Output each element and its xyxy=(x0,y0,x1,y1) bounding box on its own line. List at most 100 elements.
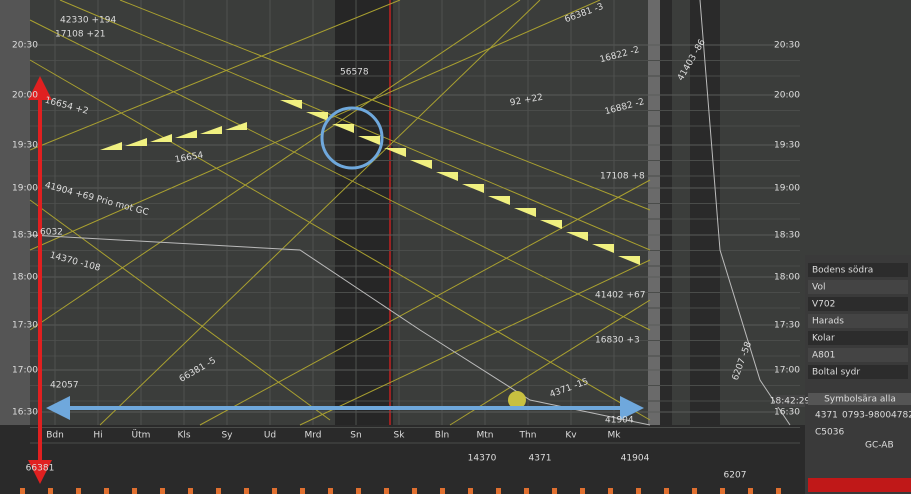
bottom-dot xyxy=(384,488,389,494)
delay-wedge xyxy=(462,184,484,193)
panel-row xyxy=(808,297,908,311)
train-label: 41904 xyxy=(605,416,634,426)
clock-box xyxy=(775,395,805,407)
clock: 18:42:29 xyxy=(770,397,811,407)
panel-row-text: Boltal sydr xyxy=(812,368,860,378)
time-label: 19:00 xyxy=(774,184,800,194)
bottom-count: 14370 xyxy=(468,454,497,464)
time-label-left: 19:00 xyxy=(12,184,38,194)
train-path xyxy=(29,59,651,421)
bottom-dot xyxy=(524,488,529,494)
bottom-count: 41904 xyxy=(621,454,650,464)
delay-wedge xyxy=(225,122,247,130)
panel-row xyxy=(808,331,908,345)
bottom-dot xyxy=(188,488,193,494)
delay-wedge xyxy=(436,172,458,181)
station-label: Mrd xyxy=(304,431,321,441)
panel-row-text: A801 xyxy=(812,351,835,361)
delay-wedge xyxy=(125,138,147,146)
panel-row-text: Vol xyxy=(812,283,825,293)
bottom-dot xyxy=(636,488,641,494)
delay-wedge xyxy=(566,232,588,241)
time-label-left: 18:30 xyxy=(12,231,38,241)
bottom-dot xyxy=(468,488,473,494)
train-path xyxy=(199,179,651,426)
bottom-dot xyxy=(692,488,697,494)
station-label: Bdn xyxy=(46,431,64,441)
delay-wedge xyxy=(410,160,432,169)
dark-band xyxy=(335,0,393,425)
left-strip xyxy=(0,0,30,494)
train-path xyxy=(29,19,651,331)
info-title: Symbolsära alla xyxy=(824,395,896,405)
bottom-dot xyxy=(104,488,109,494)
info-code: C5036 xyxy=(815,428,844,438)
bottom-dot xyxy=(20,488,25,494)
bottom-dot xyxy=(580,488,585,494)
station-label: Sn xyxy=(350,431,361,441)
delay-wedge xyxy=(488,196,510,205)
station-label: Sk xyxy=(394,431,406,441)
bottom-dot xyxy=(608,488,613,494)
station-label: Kls xyxy=(177,431,190,441)
bottom-dot xyxy=(356,488,361,494)
time-label: 17:30 xyxy=(774,321,800,331)
station-label: Bln xyxy=(435,431,449,441)
train-label: 42057 xyxy=(50,381,79,391)
time-label: 20:30 xyxy=(774,41,800,51)
train-label: 41402 +67 xyxy=(595,291,645,301)
bottom-count: 66381 xyxy=(26,464,55,474)
bottom-dot xyxy=(776,488,781,494)
info-operator: GC-AB xyxy=(865,441,894,451)
time-label: 18:00 xyxy=(774,273,800,283)
highlight-circle xyxy=(320,106,384,170)
station-label: Ud xyxy=(264,431,276,441)
time-label: 17:00 xyxy=(774,366,800,376)
train-path xyxy=(59,0,651,251)
time-label-left: 17:30 xyxy=(12,321,38,331)
bottom-dot xyxy=(300,488,305,494)
info-header xyxy=(808,393,911,405)
station-label: Ütm xyxy=(132,430,151,441)
delay-wedge xyxy=(150,134,172,142)
train-path xyxy=(29,0,401,151)
panel-row-text: Harads xyxy=(812,317,844,327)
bottom-dot xyxy=(160,488,165,494)
delay-wedge xyxy=(280,100,302,109)
delay-wedge xyxy=(175,130,197,138)
train-label: 16654 xyxy=(174,151,204,166)
train-path xyxy=(29,0,521,331)
train-path xyxy=(99,0,541,426)
station-label: Hi xyxy=(93,431,102,441)
bottom-dot xyxy=(328,488,333,494)
time-label-left: 17:00 xyxy=(12,366,38,376)
panel-row-text: Bodens södra xyxy=(812,266,873,276)
panel-row-text: V702 xyxy=(812,300,835,310)
delay-wedge xyxy=(332,124,354,133)
delay-wedge xyxy=(358,136,380,145)
bottom-dot xyxy=(496,488,501,494)
bottom-dot xyxy=(748,488,753,494)
panel-row xyxy=(808,263,908,277)
delay-wedge xyxy=(592,244,614,253)
time-label: 20:00 xyxy=(774,91,800,101)
bottom-strip xyxy=(0,425,805,494)
delay-wedge xyxy=(618,256,640,265)
time-label-left: 19:30 xyxy=(12,141,38,151)
train-label: 42330 +194 xyxy=(60,16,116,26)
dark-band-3 xyxy=(690,0,720,425)
delay-wedge xyxy=(200,126,222,134)
delay-wedge xyxy=(306,112,328,121)
bottom-count: 6207 xyxy=(724,471,747,481)
train-path xyxy=(29,0,601,251)
bottom-dot xyxy=(664,488,669,494)
train-path xyxy=(119,0,651,211)
time-label-left: 18:00 xyxy=(12,273,38,283)
info-phone: 0793-98004782 xyxy=(842,411,911,421)
time-label: 16:30 xyxy=(774,408,800,418)
delay-wedge xyxy=(540,220,562,229)
time-label: 19:30 xyxy=(774,141,800,151)
station-label: Kv xyxy=(565,431,577,441)
station-label: Mtn xyxy=(477,431,494,441)
